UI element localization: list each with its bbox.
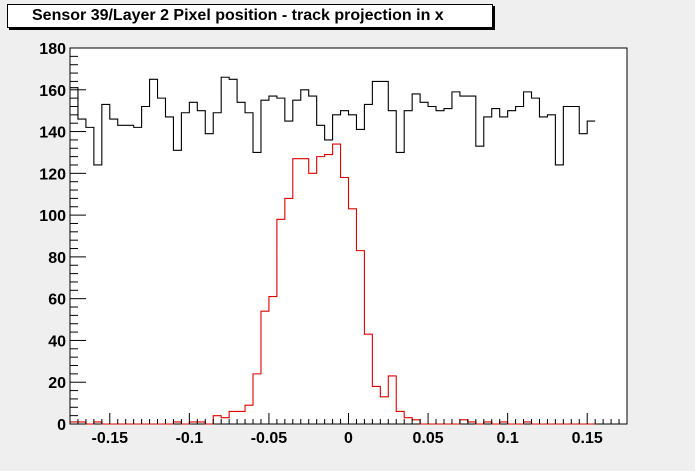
y-tick-label: 20 [48,375,66,392]
x-tick-label: 0.05 [413,430,444,447]
x-tick-label: -0.1 [176,430,204,447]
chart-title-box: Sensor 39/Layer 2 Pixel position - track… [7,4,493,28]
plot-frame [69,47,628,425]
x-tick-label: -0.15 [92,430,129,447]
chart-title: Sensor 39/Layer 2 Pixel position - track… [32,7,444,24]
y-tick-label: 160 [39,83,66,100]
x-tick-label: 0.15 [572,430,603,447]
y-tick-label: 140 [39,125,66,142]
y-tick-label: 100 [39,208,66,225]
y-tick-label: 80 [48,250,66,267]
y-tick-label: 120 [39,166,66,183]
series-line-1 [70,76,596,166]
x-tick-label: 0.1 [497,430,519,447]
x-tick-label: -0.05 [251,430,288,447]
y-tick-label: 40 [48,333,66,350]
y-tick-label: 60 [48,292,66,309]
x-tick-label: 0 [344,430,353,447]
y-tick-label: 0 [57,417,66,434]
y-tick-label: 180 [39,41,66,58]
